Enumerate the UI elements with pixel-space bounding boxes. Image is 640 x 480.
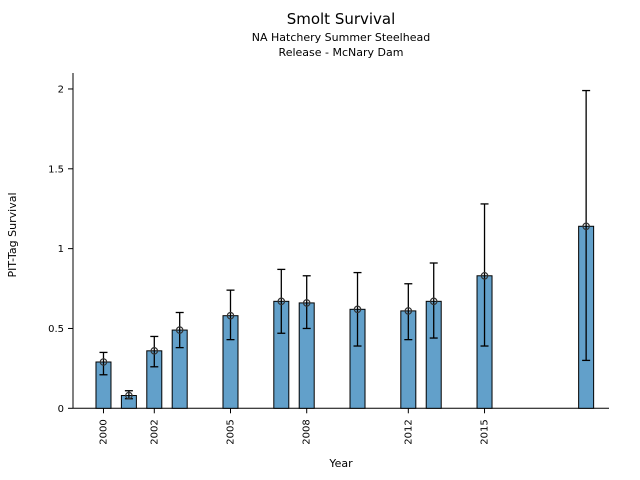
x-tick-label-2000: 2000 [98,419,109,444]
x-tick-label-2008: 2008 [302,419,313,444]
marker-2013 [429,297,438,306]
chart-subtitle-line1: NA Hatchery Summer Steelhead [251,31,431,44]
y-tick-label-1: 1 [58,244,64,255]
marker-2019 [582,222,590,231]
y-tick-label-0.5: 0.5 [48,324,64,335]
x-tick-label-2015: 2015 [480,419,491,444]
marker-2010 [353,305,362,314]
marker-2012 [404,307,413,315]
marker-2000 [99,358,108,366]
marker-2015 [480,271,489,280]
marker-2005 [226,311,235,320]
marker-2007 [277,297,286,306]
marker-2003 [175,326,184,334]
y-tick-label-1.5: 1.5 [48,164,64,175]
x-tick-label-2002: 2002 [149,419,160,444]
x-axis-label: Year [329,457,353,470]
marker-2002 [150,347,159,355]
marker-2001 [125,391,133,400]
marker-2008 [302,299,311,307]
chart-title: Smolt Survival [286,10,396,28]
y-tick-label-0: 0 [58,404,64,415]
x-tick-label-2005: 2005 [225,419,236,444]
y-tick-label-2: 2 [58,84,64,95]
x-tick-label-2012: 2012 [403,419,414,444]
chart-subtitle-line2: Release - McNary Dam [278,46,404,59]
